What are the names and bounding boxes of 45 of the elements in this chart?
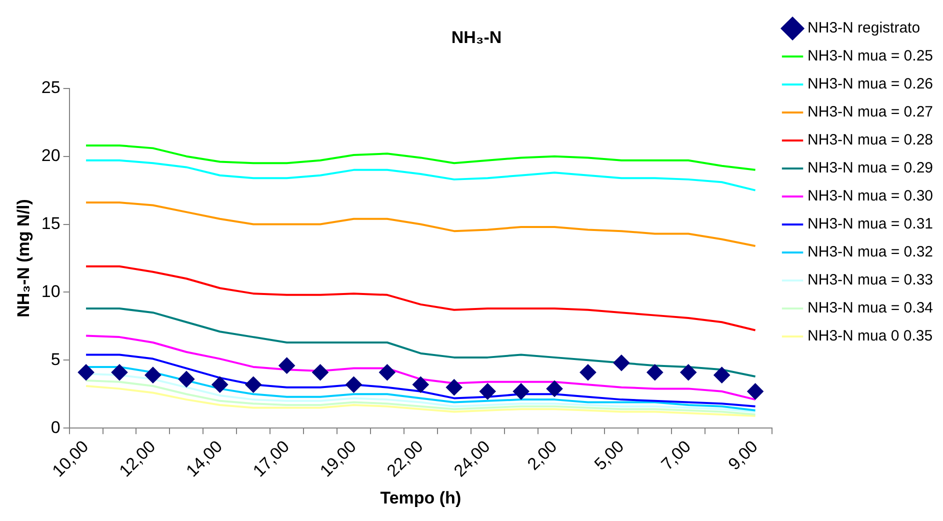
legend-label: NH3-N mua = 0.30: [808, 188, 934, 205]
x-tick-label: 9,00: [724, 437, 762, 474]
point: [513, 383, 530, 400]
point: [613, 354, 630, 371]
point: [278, 358, 295, 374]
point: [379, 364, 396, 380]
point: [714, 367, 730, 384]
y-axis-title: NH₃-N (mg N/l): [14, 199, 33, 318]
point: [412, 376, 429, 393]
y-tick-label: 0: [50, 418, 60, 437]
legend-label: NH3-N mua = 0.28: [808, 132, 934, 149]
point: [580, 364, 596, 380]
y-tick-label: 25: [41, 78, 60, 98]
point: [747, 383, 764, 400]
y-tick-label: 15: [41, 214, 60, 233]
legend-label: NH3-N mua = 0.25: [808, 48, 934, 65]
point: [245, 376, 262, 393]
chart-title: NH₃-N: [451, 28, 502, 47]
legend-label: NH3-N mua = 0.26: [808, 76, 934, 93]
point: [312, 364, 328, 380]
legend-label: NH3-N mua 0 0.35: [808, 328, 933, 345]
x-tick-label: 5,00: [590, 437, 628, 474]
point: [212, 376, 228, 393]
point: [178, 371, 194, 388]
point: [112, 364, 128, 380]
legend-label: NH3-N mua = 0.31: [808, 216, 934, 233]
y-tick-label: 5: [50, 350, 60, 369]
point: [144, 367, 161, 384]
point: [480, 383, 496, 400]
point: [680, 364, 696, 380]
legend-label: NH3-N mua = 0.32: [808, 244, 934, 261]
point: [346, 376, 362, 393]
point: [78, 364, 94, 380]
legend-label: NH3-N mua = 0.34: [808, 300, 934, 317]
point: [446, 379, 462, 396]
y-tick-label: 10: [41, 282, 60, 301]
y-tick-label: 20: [41, 146, 60, 166]
legend-label: NH3-N registrato: [808, 20, 920, 37]
legend-label: NH3-N mua = 0.27: [808, 104, 934, 121]
point: [546, 380, 563, 397]
legend-label: NH3-N mua = 0.33: [808, 272, 934, 289]
legend-label: NH3-N mua = 0.29: [808, 160, 934, 177]
point: [646, 364, 663, 380]
x-tick-label: 7,00: [658, 437, 695, 474]
x-axis-title: Tempo (h): [380, 488, 462, 508]
